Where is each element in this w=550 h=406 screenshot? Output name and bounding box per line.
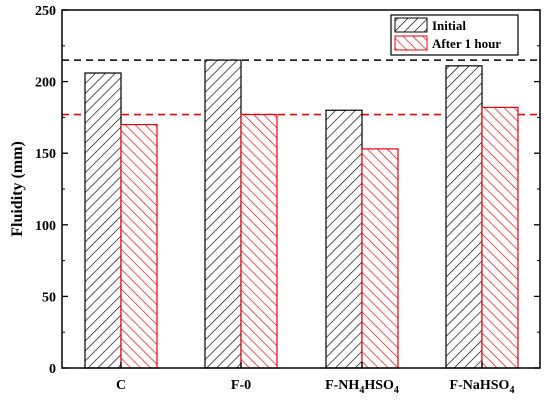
x-category-label-part: F-NH bbox=[325, 378, 359, 393]
bar-initial-1 bbox=[204, 59, 242, 369]
y-tick-label-3: 150 bbox=[35, 147, 56, 162]
bar-initial-0 bbox=[84, 72, 122, 369]
y-tick-label-1: 50 bbox=[42, 290, 56, 305]
y-tick-label-5: 250 bbox=[35, 4, 56, 19]
legend-swatch-after-1-hour bbox=[394, 35, 428, 51]
legend: Initial After 1 hour bbox=[390, 14, 519, 56]
legend-label-initial: Initial bbox=[432, 18, 466, 33]
x-category-label-2: F-NH4HSO4 bbox=[325, 378, 399, 396]
x-category-label-part: 4 bbox=[359, 385, 364, 396]
bar-initial-2 bbox=[325, 109, 363, 369]
bar-after-1-hour-2 bbox=[361, 148, 399, 369]
y-axis-title: Fluidity (mm) bbox=[9, 141, 26, 237]
bar-after-1-hour-3 bbox=[481, 106, 519, 369]
bar-after-1-hour-1 bbox=[240, 113, 278, 369]
x-category-label-part: 4 bbox=[394, 385, 399, 396]
x-category-label-3: F-NaHSO4 bbox=[450, 378, 515, 396]
x-category-label-1: F-0 bbox=[231, 378, 251, 393]
legend-label-after-1-hour: After 1 hour bbox=[432, 36, 501, 51]
x-category-label-part: 4 bbox=[509, 385, 514, 396]
bar-after-1-hour-0 bbox=[120, 123, 158, 369]
bars bbox=[84, 59, 519, 369]
bar-initial-3 bbox=[445, 65, 483, 369]
y-tick-label-2: 100 bbox=[35, 219, 56, 234]
x-category-label-part: F-NaHSO bbox=[450, 378, 510, 393]
y-tick-label-0: 0 bbox=[49, 362, 56, 377]
x-category-label-0: C bbox=[116, 378, 126, 393]
legend-swatch-initial bbox=[394, 17, 428, 33]
x-category-label-part: HSO bbox=[364, 378, 394, 393]
y-tick-label-4: 200 bbox=[35, 76, 56, 91]
